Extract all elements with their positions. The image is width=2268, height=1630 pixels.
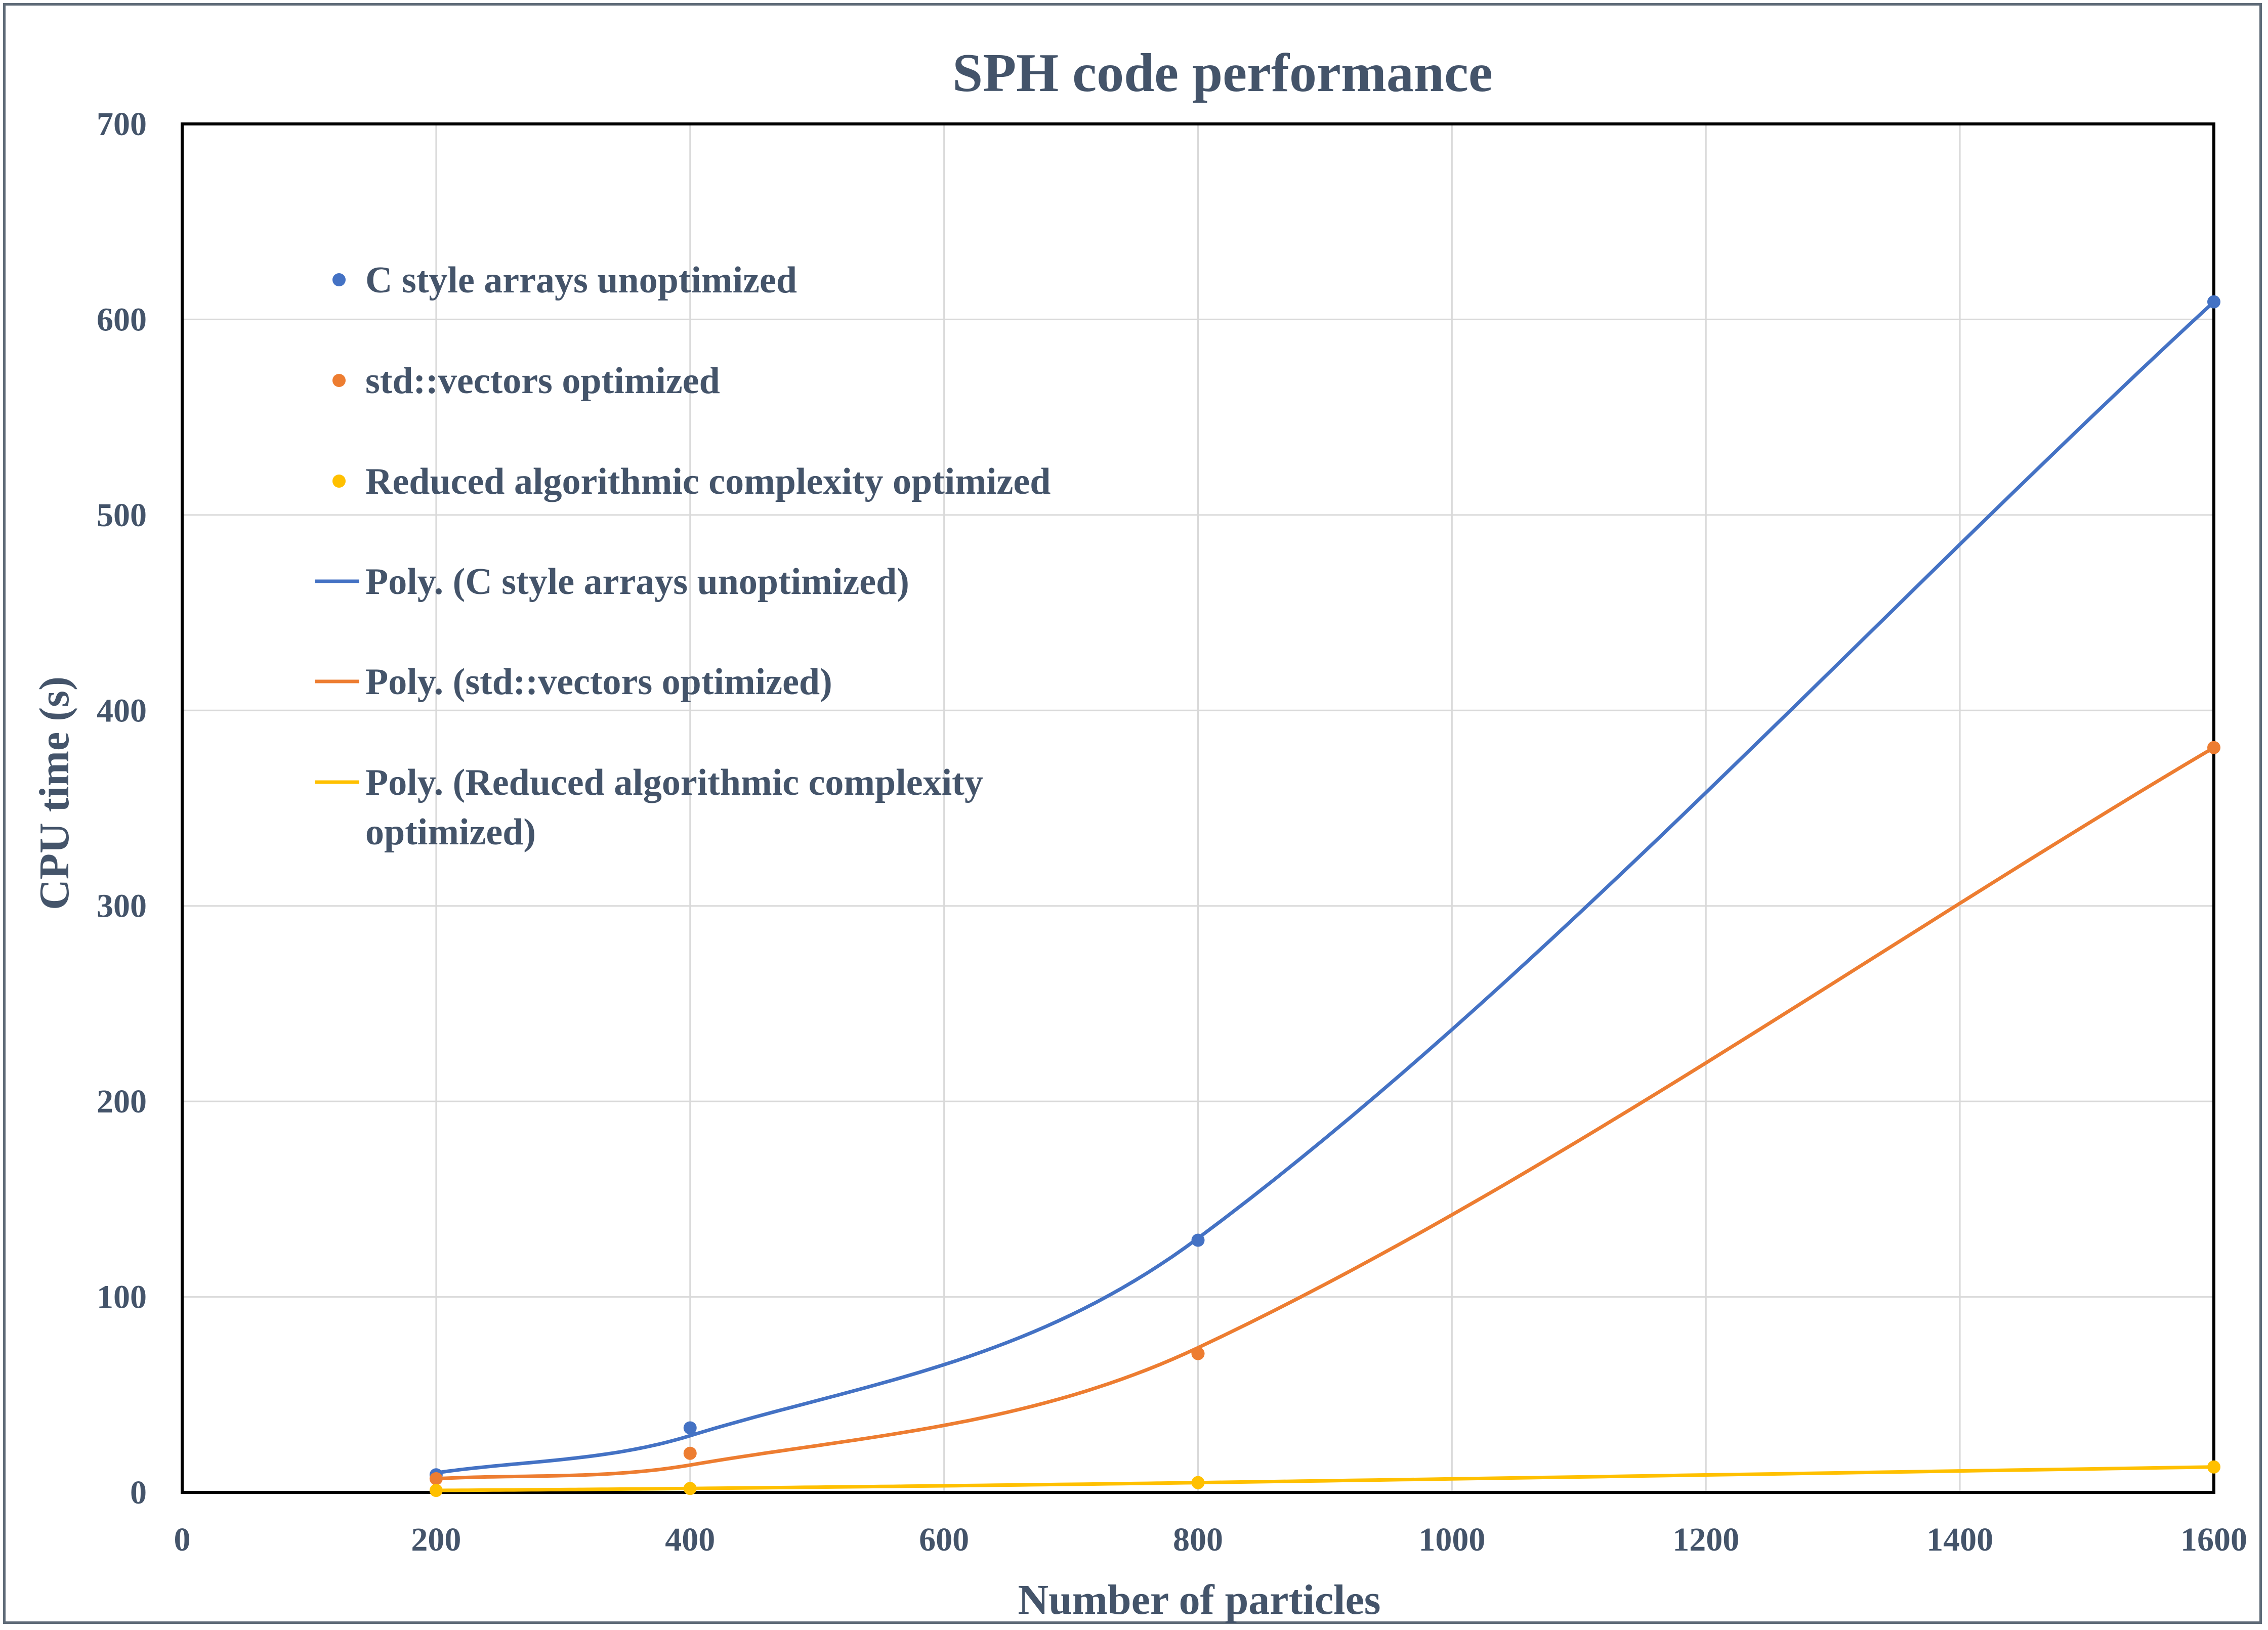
trend-line-3	[436, 301, 2215, 1475]
legend-label: C style arrays unoptimized	[365, 260, 797, 301]
x-tick-label: 400	[665, 1521, 715, 1558]
data-point	[429, 1472, 443, 1485]
legend-label: std::vectors optimized	[365, 360, 720, 402]
x-axis-ticks: 0 200 400 600 800 1000 1200 1400 1600	[174, 1521, 2248, 1558]
y-tick-label: 500	[97, 497, 147, 534]
x-tick-label: 200	[411, 1521, 461, 1558]
x-tick-label: 1400	[1926, 1521, 1993, 1558]
x-tick-label: 1000	[1418, 1521, 1485, 1558]
trend-lines	[436, 301, 2215, 1492]
legend-marker	[332, 475, 346, 488]
y-tick-label: 100	[97, 1279, 147, 1316]
legend-item: Poly. (C style arrays unoptimized)	[315, 561, 909, 603]
legend-marker	[332, 374, 346, 387]
data-point	[1191, 1476, 1205, 1489]
data-point	[683, 1482, 697, 1495]
data-point	[2207, 295, 2220, 309]
legend-item: Poly. (Reduced algorithmic complexity opt…	[315, 762, 983, 853]
x-tick-label: 1200	[1672, 1521, 1739, 1558]
legend-item: std::vectors optimized	[332, 360, 720, 402]
y-axis-label: CPU time (s)	[31, 676, 78, 910]
x-tick-label: 600	[919, 1521, 969, 1558]
chart-title: SPH code performance	[952, 43, 1493, 103]
legend-label: Poly. (std::vectors optimized)	[365, 661, 832, 703]
x-tick-label: 800	[1173, 1521, 1223, 1558]
y-tick-label: 400	[97, 692, 147, 729]
legend-marker	[332, 273, 346, 286]
plot-area-border	[181, 122, 2215, 1494]
y-axis-ticks: 0 100 200 300 400 500 600 700	[97, 106, 147, 1511]
x-axis-label: Number of particles	[1018, 1576, 1381, 1623]
legend-item: Poly. (std::vectors optimized)	[315, 661, 832, 703]
legend-item: C style arrays unoptimized	[332, 260, 797, 301]
legend-label: optimized)	[365, 811, 536, 853]
trend-line-5	[436, 1465, 2214, 1492]
data-point	[1191, 1233, 1205, 1247]
y-tick-label: 700	[97, 106, 147, 143]
x-tick-label: 0	[174, 1521, 191, 1558]
data-point	[2207, 1460, 2220, 1474]
data-point	[2207, 741, 2220, 754]
y-tick-label: 300	[97, 888, 147, 925]
legend-item: Reduced algorithmic complexity optimized	[332, 461, 1051, 502]
y-tick-label: 0	[130, 1474, 147, 1511]
y-tick-label: 200	[97, 1083, 147, 1120]
grid	[181, 123, 2215, 1493]
chart-frame	[3, 3, 2262, 1624]
legend-label: Poly. (Reduced algorithmic complexity	[365, 762, 983, 803]
data-point	[1191, 1347, 1205, 1360]
data-point	[683, 1446, 697, 1460]
y-tick-label: 600	[97, 301, 147, 338]
legend-label: Poly. (C style arrays unoptimized)	[365, 561, 909, 603]
trend-line-4	[436, 746, 2215, 1481]
data-point	[429, 1484, 443, 1497]
x-tick-label: 1600	[2180, 1521, 2247, 1558]
legend-label: Reduced algorithmic complexity optimized	[365, 461, 1051, 502]
data-point	[683, 1421, 697, 1435]
data-points	[429, 295, 2220, 1497]
